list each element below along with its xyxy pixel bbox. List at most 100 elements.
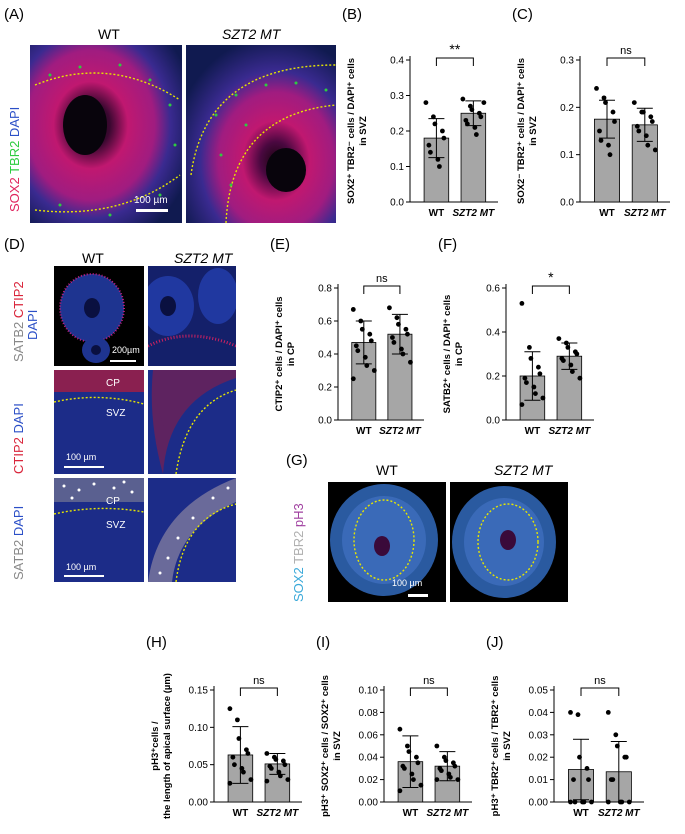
data-point	[227, 780, 233, 786]
data-point	[227, 706, 233, 712]
x-tick-label: WT	[403, 808, 419, 819]
data-point	[276, 769, 282, 775]
data-point	[565, 345, 571, 350]
data-point	[443, 758, 449, 763]
data-point	[569, 369, 575, 374]
y-tick-label: 0.2	[390, 127, 404, 138]
y-tick-label: 0.08	[359, 708, 379, 719]
data-point	[232, 762, 237, 768]
data-point	[537, 371, 543, 377]
panel-a-mt-image	[186, 45, 336, 223]
y-tick-label: 0.3	[390, 91, 404, 102]
data-point	[626, 799, 632, 805]
data-point	[464, 121, 470, 127]
chart-e: CTIP2⁺ cells / DAPI⁺ cells in CP 0.0 0.2 0.4…	[274, 273, 424, 437]
y-tick-label: 0.04	[359, 753, 379, 764]
y-axis-label: in CP	[286, 341, 297, 366]
data-point	[350, 307, 356, 312]
data-point	[440, 128, 445, 134]
panel-label-a: (A)	[4, 6, 24, 23]
data-point	[606, 142, 611, 148]
panel-label-c: (C)	[512, 6, 533, 23]
data-point	[577, 375, 583, 381]
data-point	[428, 149, 433, 155]
x-tick-label: SZT2 MT	[257, 808, 300, 819]
y-axis-label: the length of apical surface (µm)	[162, 673, 173, 819]
panel-a-scale-label: 100 µm	[134, 195, 168, 206]
x-tick-label: WT	[429, 208, 445, 219]
panel-d-row3-scale: 100 µm	[66, 562, 97, 572]
data-point	[533, 391, 538, 396]
panel-g-wt-header: WT	[376, 462, 398, 478]
data-point	[406, 749, 412, 754]
data-point	[403, 326, 409, 332]
data-point	[364, 363, 370, 368]
data-point	[437, 164, 442, 169]
data-point	[640, 109, 646, 115]
panel-d-row2-wt-image: CP SVZ 100 µm	[54, 370, 144, 474]
data-point	[584, 766, 590, 771]
chart-c: SOX2⁻ TBR2⁺ cells / DAPI⁺ cells in SVZ 0.0…	[516, 45, 670, 219]
data-point	[636, 128, 642, 134]
chart-b: SOX2⁺ TBR2⁻ cells / DAPI⁺ cells in SVZ 0.0…	[346, 41, 498, 219]
data-point	[540, 395, 546, 401]
data-point	[396, 321, 401, 327]
data-point	[432, 121, 438, 127]
y-tick-label: 0.15	[189, 686, 209, 697]
y-tick-label: 0.03	[529, 730, 549, 741]
data-point	[391, 340, 397, 345]
y-axis-label: CTIP2⁺ cells / DAPI⁺ cells	[274, 296, 285, 411]
data-point	[473, 132, 479, 137]
panel-d-row1-mt-image	[148, 266, 236, 366]
x-tick-label: WT	[233, 808, 249, 819]
panel-g-mt-image	[450, 482, 568, 602]
data-point	[235, 717, 240, 723]
stain-dapi: DAPI	[7, 106, 22, 138]
data-point	[415, 760, 421, 766]
x-tick-label: SZT2 MT	[549, 426, 592, 437]
chart-h: pH3⁺cells / the length of apical surface …	[150, 673, 302, 819]
y-tick-label: 0.0	[318, 416, 332, 427]
y-tick-label: 0.06	[359, 730, 379, 741]
significance-bracket	[531, 285, 570, 294]
y-tick-label: 0.05	[529, 686, 549, 697]
data-point	[400, 351, 406, 357]
data-point	[531, 384, 537, 390]
y-tick-label: 0.00	[359, 798, 379, 809]
panel-label-j: (J)	[486, 634, 504, 651]
chart-f: SATB2⁺ cells / DAPI⁺ cells in CP 0.0 0.2 0.4…	[442, 269, 594, 437]
y-tick-label: 0.0	[560, 198, 574, 209]
panel-label-d: (D)	[4, 236, 25, 253]
data-point	[481, 100, 487, 105]
data-point	[614, 743, 620, 749]
data-point	[423, 100, 429, 105]
significance-bracket	[606, 57, 646, 66]
panel-d-row3-mt-image	[148, 478, 236, 582]
significance-bracket	[580, 687, 620, 696]
y-tick-label: 0.8	[318, 284, 332, 295]
data-point	[353, 343, 359, 349]
data-point	[597, 128, 602, 134]
data-point	[586, 777, 591, 782]
data-point	[390, 335, 395, 340]
y-tick-label: 0.4	[318, 350, 332, 361]
y-tick-label: 0.1	[390, 162, 404, 173]
data-point	[371, 368, 377, 373]
y-tick-label: 0.4	[390, 56, 404, 67]
data-point	[574, 351, 580, 357]
data-point	[571, 777, 576, 782]
data-point	[438, 768, 444, 774]
data-point	[387, 305, 392, 311]
data-point	[575, 712, 581, 718]
panel-d-row2-cp: CP	[106, 378, 120, 389]
data-point	[460, 96, 466, 102]
x-tick-label: WT	[525, 426, 541, 437]
data-point	[619, 799, 625, 805]
y-axis-label: pH3⁺ SOX2⁺ cells / SOX2⁺ cells	[320, 675, 331, 817]
panel-d-row2-mt-image	[148, 370, 236, 474]
panel-d-mt-header: SZT2 MT	[174, 250, 233, 266]
data-point	[528, 356, 534, 361]
panel-g-mt-header: SZT2 MT	[494, 462, 553, 478]
x-tick-label: SZT2 MT	[453, 208, 496, 219]
y-tick-label: 0.6	[486, 284, 500, 295]
